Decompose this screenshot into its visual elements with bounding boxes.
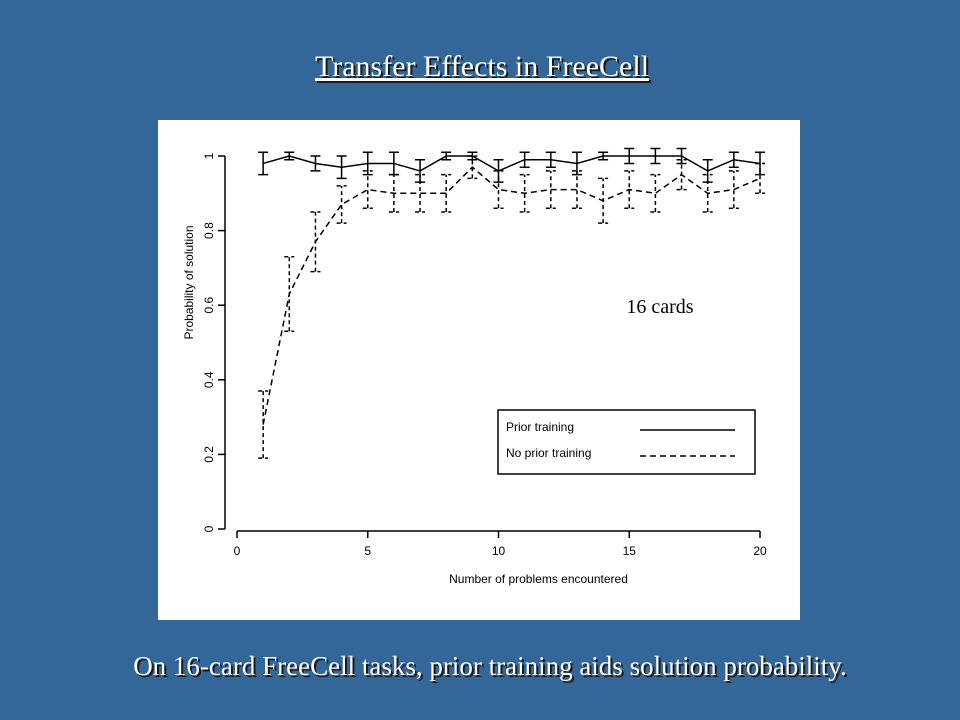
y-tick-label: 0.4 — [202, 371, 216, 388]
x-tick-label: 20 — [753, 544, 767, 558]
legend-label: No prior training — [506, 446, 591, 460]
error-bar — [728, 170, 739, 209]
y-tick-label: 0.2 — [202, 446, 216, 463]
error-bar — [258, 390, 269, 459]
error-bar — [650, 173, 661, 213]
error-bar — [598, 151, 609, 161]
y-tick-label: 0 — [202, 525, 216, 532]
x-tick-label: 15 — [623, 544, 637, 558]
error-bar — [336, 155, 347, 180]
error-bar — [728, 151, 739, 168]
y-axis-label: Probability of solution — [182, 225, 196, 339]
error-bar — [624, 170, 635, 209]
x-axis-label: Number of problems encountered — [449, 572, 628, 586]
legend-box — [497, 409, 756, 475]
error-bar — [545, 151, 556, 168]
error-bar — [624, 147, 635, 165]
error-bar — [310, 155, 321, 172]
error-bar — [310, 211, 321, 273]
error-bar — [467, 155, 478, 180]
error-bar — [676, 158, 687, 191]
x-tick-label: 0 — [234, 544, 241, 558]
error-bar — [571, 170, 582, 209]
y-tick-label: 0.6 — [202, 297, 216, 314]
error-bar — [284, 151, 295, 161]
series-line — [262, 155, 761, 172]
slide-title: Transfer Effects in FreeCell — [315, 50, 649, 83]
error-bar — [755, 162, 765, 195]
error-bar — [362, 170, 373, 209]
chart: 0 5 10 15 20 0 0.2 0.4 0.6 0.8 1 Number of problems… — [182, 147, 767, 586]
error-bar — [336, 185, 347, 224]
error-bar — [258, 151, 269, 176]
series-line — [262, 166, 761, 425]
error-bar — [441, 173, 452, 213]
chart-panel — [158, 120, 800, 620]
legend-label: Prior training — [506, 420, 574, 434]
error-bar — [415, 173, 426, 213]
error-bar — [441, 151, 452, 161]
error-bar — [493, 170, 504, 209]
x-tick-label: 10 — [492, 544, 506, 558]
annotation: 16 cards — [626, 296, 693, 318]
error-bar — [284, 255, 295, 333]
error-bar — [702, 173, 713, 213]
slide-caption: On 16-card FreeCell tasks, prior trainin… — [133, 651, 847, 681]
error-bar — [519, 173, 530, 213]
x-tick-label: 5 — [364, 544, 371, 558]
error-bar — [650, 147, 661, 165]
error-bar — [519, 151, 530, 168]
error-bar — [598, 177, 609, 224]
error-bar — [388, 173, 399, 213]
y-tick-label: 1 — [202, 152, 216, 159]
y-tick-label: 0.8 — [202, 222, 216, 239]
error-bar — [545, 170, 556, 209]
